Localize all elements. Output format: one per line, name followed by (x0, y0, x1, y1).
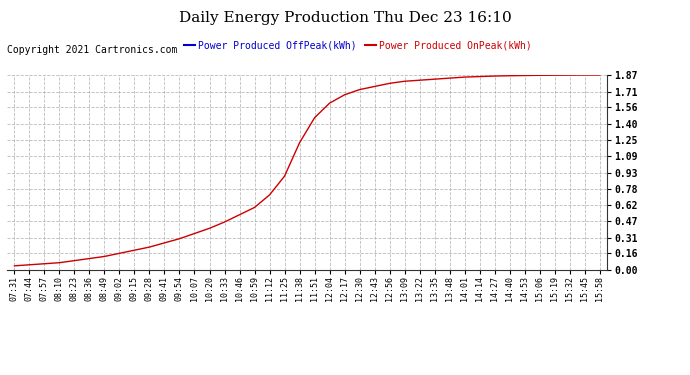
Legend: Power Produced OffPeak(kWh), Power Produced OnPeak(kWh): Power Produced OffPeak(kWh), Power Produ… (180, 37, 536, 55)
Text: Daily Energy Production Thu Dec 23 16:10: Daily Energy Production Thu Dec 23 16:10 (179, 11, 511, 25)
Text: Copyright 2021 Cartronics.com: Copyright 2021 Cartronics.com (7, 45, 177, 55)
